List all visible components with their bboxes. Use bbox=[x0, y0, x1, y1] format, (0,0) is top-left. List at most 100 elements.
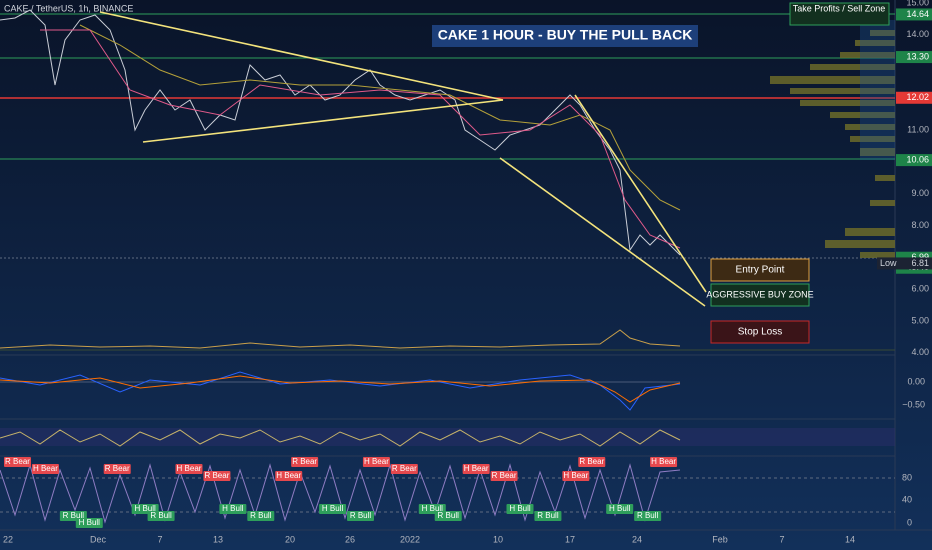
price-tick-label: 9.00 bbox=[911, 188, 929, 198]
divergence-tag bbox=[362, 457, 390, 467]
price-tag-label: 14.64 bbox=[906, 9, 929, 19]
divergence-label: H Bull bbox=[134, 504, 156, 513]
divergence-tag bbox=[175, 464, 203, 474]
divergence-tag bbox=[606, 504, 634, 514]
divergence-label: H Bear bbox=[177, 464, 202, 473]
trendlines bbox=[99, 11, 707, 307]
divergence-tag bbox=[347, 511, 374, 521]
entry-box bbox=[710, 258, 810, 282]
signal-line bbox=[0, 375, 681, 403]
divergence-label: R Bear bbox=[392, 464, 417, 473]
macd-tick-label: −0.50 bbox=[902, 399, 925, 409]
date-tick-label: Dec bbox=[90, 534, 107, 544]
date-tick-label: 2022 bbox=[400, 534, 420, 544]
date-tick-label: 14 bbox=[845, 534, 855, 544]
price-tag bbox=[896, 91, 932, 104]
date-tick-label: 20 bbox=[285, 534, 295, 544]
divergence-label: H Bull bbox=[509, 504, 531, 513]
volume-profile-area bbox=[860, 20, 895, 160]
divergence-tag bbox=[203, 471, 231, 481]
divergence-label: H Bear bbox=[464, 464, 489, 473]
date-tick-label: 13 bbox=[213, 534, 223, 544]
date-tick-label: 26 bbox=[345, 534, 355, 544]
divergence-tag bbox=[31, 464, 59, 474]
divergence-tag bbox=[650, 457, 678, 467]
rsi-band bbox=[0, 428, 895, 446]
divergence-label: R Bull bbox=[350, 511, 372, 520]
divergence-label: H Bear bbox=[563, 471, 588, 480]
divergence-label: H Bear bbox=[651, 457, 676, 466]
volume-trace bbox=[0, 329, 681, 349]
date-tick-label: 22 bbox=[3, 534, 13, 544]
price-tick-label: 6.00 bbox=[911, 284, 929, 294]
low-label: Low bbox=[880, 258, 897, 268]
divergence-label: H Bear bbox=[33, 464, 58, 473]
divergence-label: H Bull bbox=[609, 504, 631, 513]
moving-average bbox=[40, 29, 681, 249]
low-tag bbox=[877, 257, 932, 270]
stop-label: Stop Loss bbox=[738, 327, 782, 338]
low-price: 6.81 bbox=[911, 258, 929, 268]
divergence-label: H Bear bbox=[276, 471, 301, 480]
divergence-tag bbox=[390, 464, 418, 474]
banner-box bbox=[432, 25, 698, 47]
take-profit-label: Take Profits / Sell Zone bbox=[793, 3, 886, 13]
macd-line bbox=[0, 371, 681, 411]
divergence-label: R Bull bbox=[438, 511, 460, 520]
symbol-header: CAKE / TetherUS, 1h, BINANCE bbox=[4, 3, 133, 13]
divergence-label: H Bull bbox=[79, 518, 101, 527]
osc-tick-label: 0 bbox=[907, 517, 912, 527]
divergence-tag bbox=[578, 457, 606, 467]
price-tag bbox=[896, 8, 932, 21]
divergence-label: R Bull bbox=[250, 511, 272, 520]
divergence-label: R Bull bbox=[150, 511, 172, 520]
divergence-tag bbox=[4, 457, 31, 467]
divergence-label: H Bear bbox=[364, 457, 389, 466]
price-tick-label: 11.00 bbox=[907, 125, 929, 135]
aggressive-box bbox=[710, 283, 810, 307]
price-tag-label: 12.02 bbox=[906, 92, 929, 102]
osc-tick-label: 80 bbox=[902, 472, 912, 482]
price-tag bbox=[896, 154, 932, 167]
moving-average bbox=[79, 24, 681, 211]
volume-profile bbox=[770, 30, 895, 258]
divergence-tag bbox=[147, 511, 175, 521]
rsi-line bbox=[0, 429, 681, 447]
banner: CAKE 1 HOUR - BUY THE PULL BACK bbox=[438, 27, 693, 43]
entry-label: Entry Point bbox=[736, 265, 785, 276]
date-tick-label: 17 bbox=[565, 534, 575, 544]
price-tag bbox=[896, 51, 932, 64]
price-tag-label: 10.06 bbox=[906, 154, 929, 164]
price-tick-label: 4.00 bbox=[911, 347, 929, 357]
aggressive-label: AGGRESSIVE BUY ZONE bbox=[706, 289, 813, 299]
divergence-tag bbox=[319, 504, 347, 514]
price-tick-label: 15.00 bbox=[906, 0, 929, 7]
take-profit-box bbox=[789, 2, 890, 26]
divergence-tag bbox=[462, 464, 490, 474]
divergence-label: R Bull bbox=[637, 511, 659, 520]
divergence-tag bbox=[275, 471, 303, 481]
divergence-label: R Bear bbox=[292, 457, 317, 466]
price-tag-label: 13.30 bbox=[906, 51, 929, 61]
divergence-tag bbox=[562, 471, 590, 481]
price-trace bbox=[0, 9, 681, 256]
divergence-tag bbox=[291, 457, 319, 467]
divergence-tag bbox=[490, 471, 518, 481]
date-tick-label: 7 bbox=[779, 534, 784, 544]
price-tick-label: 5.00 bbox=[911, 315, 929, 325]
divergence-label: R Bear bbox=[579, 457, 604, 466]
divergence-tag bbox=[634, 511, 662, 521]
divergence-label: R Bull bbox=[537, 511, 559, 520]
divergence-tag bbox=[534, 511, 562, 521]
date-tick-label: 24 bbox=[632, 534, 642, 544]
price-tick-label: 14.00 bbox=[906, 29, 929, 39]
divergence-label: H Bull bbox=[222, 504, 244, 513]
divergence-tag bbox=[219, 504, 247, 514]
divergence-label: R Bull bbox=[63, 511, 85, 520]
divergence-label: H Bull bbox=[322, 504, 344, 513]
divergence-label: R Bear bbox=[5, 457, 30, 466]
divergence-label: R Bear bbox=[105, 464, 130, 473]
